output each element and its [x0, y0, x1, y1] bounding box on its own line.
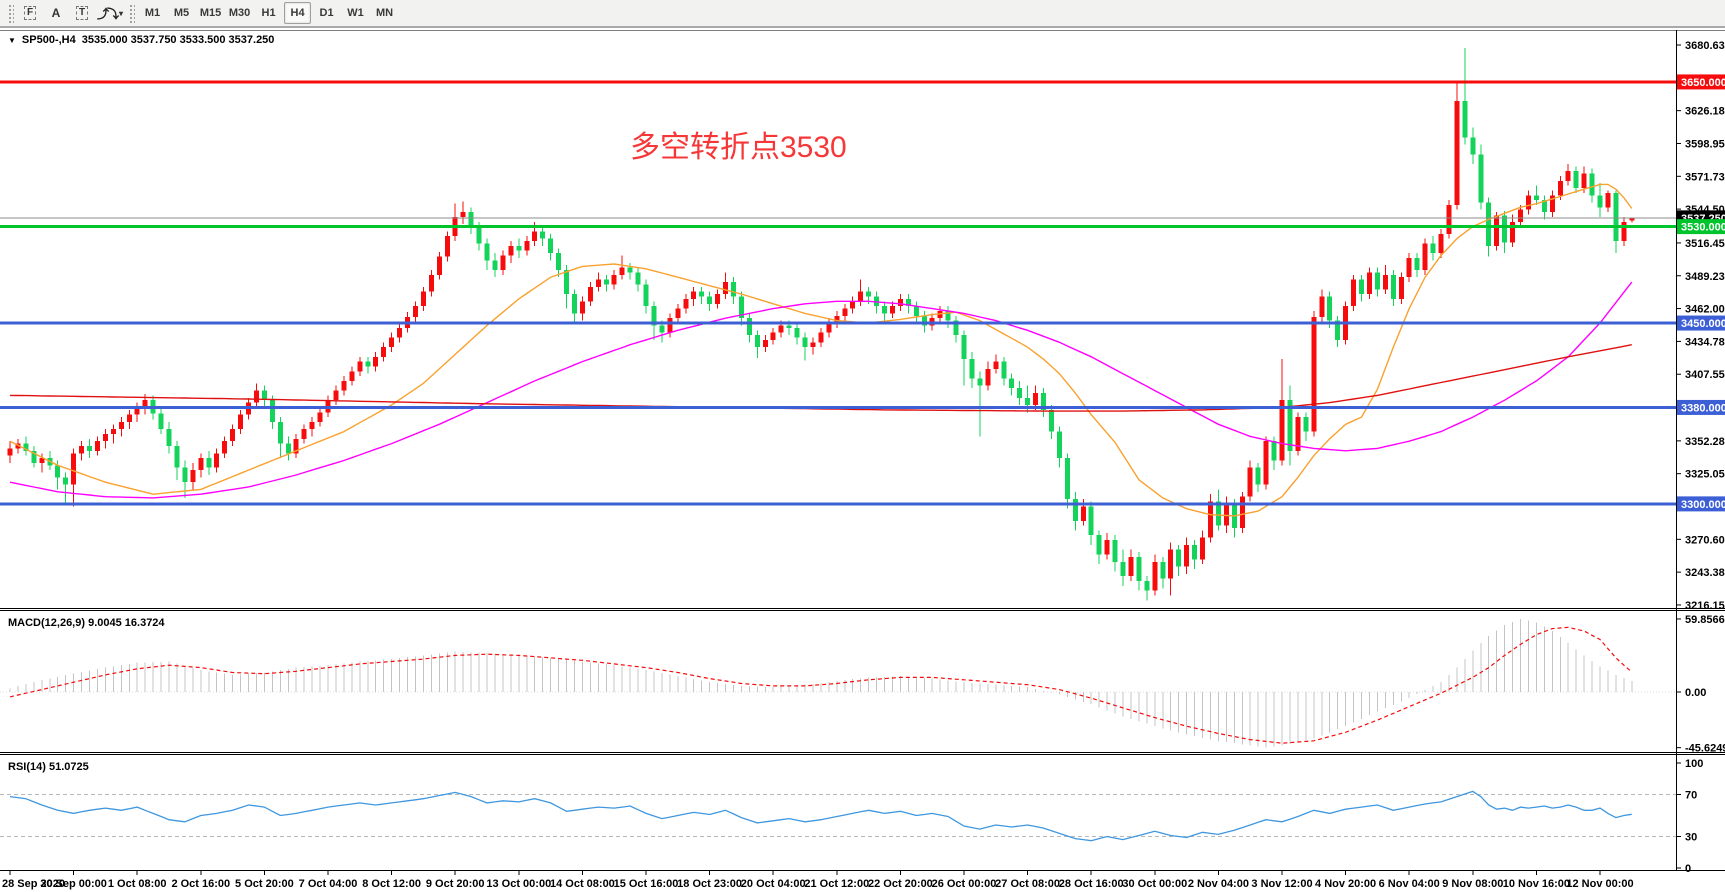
ma-line-medium-ma — [9, 281, 1633, 499]
tf-button-m1[interactable]: M1 — [144, 7, 161, 19]
symbol-ohlc: 3535.000 3537.750 3533.500 3537.250 — [81, 34, 275, 46]
main-panel — [0, 48, 1676, 601]
tf-button-w1[interactable]: W1 — [347, 7, 364, 19]
svg-text:3626.180: 3626.180 — [1685, 106, 1725, 118]
timeframe-button-group: M1 M5 M15 M30 H1 H4 D1 W1 MN — [138, 2, 399, 24]
svg-text:7 Oct 04:00: 7 Oct 04:00 — [299, 878, 358, 890]
svg-text:3434.780: 3434.780 — [1685, 336, 1725, 348]
rsi-line — [9, 790, 1632, 842]
svg-text:9 Nov 08:00: 9 Nov 08:00 — [1442, 878, 1503, 890]
svg-text:30: 30 — [1685, 832, 1697, 844]
symbol-info-line: ▼ SP500-,H4 3535.000 3537.750 3533.500 3… — [8, 34, 274, 46]
svg-text:3270.605: 3270.605 — [1685, 534, 1725, 546]
svg-text:20 Oct 04:00: 20 Oct 04:00 — [741, 878, 806, 890]
rsi-label: RSI(14) 51.0725 — [8, 761, 89, 773]
rsi-panel: RSI(14) 51.0725 — [0, 761, 1676, 842]
svg-text:3598.955: 3598.955 — [1685, 138, 1725, 150]
macd-label: MACD(12,26,9) 9.0045 16.3724 — [8, 617, 165, 629]
macd-panel: MACD(12,26,9) 9.0045 16.3724 — [0, 617, 1676, 748]
svg-text:2 Nov 04:00: 2 Nov 04:00 — [1188, 878, 1249, 890]
tf-button-h4[interactable]: H4 — [284, 2, 312, 24]
text-box-tool-button[interactable]: T — [70, 2, 94, 24]
svg-text:10 Nov 16:00: 10 Nov 16:00 — [1503, 878, 1570, 890]
tf-button-d1[interactable]: D1 — [319, 7, 334, 19]
svg-text:5 Oct 20:00: 5 Oct 20:00 — [235, 878, 294, 890]
svg-text:12 Nov 00:00: 12 Nov 00:00 — [1566, 878, 1633, 890]
svg-text:3352.280: 3352.280 — [1685, 436, 1725, 448]
svg-text:26 Oct 00:00: 26 Oct 00:00 — [932, 878, 997, 890]
svg-text:4 Nov 20:00: 4 Nov 20:00 — [1315, 878, 1376, 890]
chart-canvas[interactable]: MACD(12,26,9) 9.0045 16.3724 RSI(14) 51.0… — [0, 30, 1725, 892]
svg-text:13 Oct 00:00: 13 Oct 00:00 — [486, 878, 551, 890]
svg-text:3300.000: 3300.000 — [1681, 499, 1725, 511]
svg-text:1 Oct 08:00: 1 Oct 08:00 — [108, 878, 167, 890]
svg-text:3407.555: 3407.555 — [1685, 369, 1725, 381]
svg-text:-45.6249: -45.6249 — [1685, 743, 1725, 755]
svg-text:0: 0 — [1685, 863, 1691, 875]
svg-text:21 Oct 12:00: 21 Oct 12:00 — [804, 878, 869, 890]
text-box-icon: T — [75, 6, 89, 20]
svg-text:30 Sep 00:00: 30 Sep 00:00 — [40, 878, 107, 890]
svg-text:3325.055: 3325.055 — [1685, 469, 1725, 481]
symbol-name: SP500-,H4 — [21, 34, 76, 46]
svg-text:9 Oct 20:00: 9 Oct 20:00 — [426, 878, 485, 890]
toolbar: F A T ⤴⤵ ▾ M1 M5 M15 M30 H1 H4 D1 W1 MN — [0, 0, 1725, 28]
toolbar-grip[interactable] — [7, 3, 14, 23]
macd-signal-line — [9, 626, 1633, 744]
toolbar-grip-2[interactable] — [128, 3, 136, 23]
svg-text:22 Oct 20:00: 22 Oct 20:00 — [868, 878, 933, 890]
tf-button-m15[interactable]: M15 — [199, 7, 222, 19]
dropdown-caret-icon: ▾ — [119, 8, 124, 18]
svg-text:3516.455: 3516.455 — [1685, 238, 1725, 250]
svg-text:3489.230: 3489.230 — [1685, 271, 1725, 283]
tf-button-mn[interactable]: MN — [375, 7, 394, 19]
ma-line-slow-ma — [9, 344, 1632, 412]
svg-text:3544.505: 3544.505 — [1685, 204, 1725, 216]
svg-text:30 Oct 00:00: 30 Oct 00:00 — [1122, 878, 1187, 890]
svg-text:3450.000: 3450.000 — [1681, 318, 1725, 330]
svg-text:3530.000: 3530.000 — [1681, 222, 1725, 234]
tf-button-h1[interactable]: H1 — [261, 7, 276, 19]
svg-text:3462.005: 3462.005 — [1685, 304, 1725, 316]
arrows-icon: ⤴⤵ — [97, 6, 119, 21]
chart-text-annotation[interactable]: 多空转折点3530 — [630, 131, 847, 164]
text-label-icon: A — [51, 6, 61, 20]
svg-text:15 Oct 16:00: 15 Oct 16:00 — [614, 878, 679, 890]
svg-text:0.00: 0.00 — [1685, 687, 1706, 699]
arrows-tool-button[interactable]: ⤴⤵ ▾ — [96, 2, 124, 24]
f-grid-icon: F — [23, 6, 37, 20]
panel-borders — [0, 30, 1725, 871]
svg-text:100: 100 — [1685, 758, 1703, 770]
svg-text:14 Oct 08:00: 14 Oct 08:00 — [550, 878, 615, 890]
svg-text:2 Oct 16:00: 2 Oct 16:00 — [171, 878, 230, 890]
svg-text:3571.730: 3571.730 — [1685, 171, 1725, 183]
svg-text:70: 70 — [1685, 790, 1697, 802]
svg-text:28 Oct 16:00: 28 Oct 16:00 — [1059, 878, 1124, 890]
svg-text:6 Nov 04:00: 6 Nov 04:00 — [1379, 878, 1440, 890]
tf-button-m5[interactable]: M5 — [173, 7, 190, 19]
svg-text:3243.380: 3243.380 — [1685, 567, 1725, 579]
symbol-dropdown-icon[interactable]: ▼ — [8, 35, 16, 45]
svg-text:3 Nov 12:00: 3 Nov 12:00 — [1251, 878, 1312, 890]
svg-text:8 Oct 12:00: 8 Oct 12:00 — [362, 878, 421, 890]
chart-window: MACD(12,26,9) 9.0045 16.3724 RSI(14) 51.0… — [0, 30, 1725, 892]
ma-line-fast-ma — [9, 183, 1633, 517]
price-axis[interactable]: 3650.0003537.2503530.0003450.0003380.000… — [1676, 40, 1725, 875]
svg-text:3380.000: 3380.000 — [1681, 402, 1725, 414]
svg-text:3680.630: 3680.630 — [1685, 40, 1725, 52]
svg-text:27 Oct 08:00: 27 Oct 08:00 — [995, 878, 1060, 890]
svg-text:18 Oct 23:00: 18 Oct 23:00 — [677, 878, 742, 890]
svg-text:59.8566: 59.8566 — [1685, 614, 1725, 626]
text-label-tool-button[interactable]: A — [44, 2, 68, 24]
tf-button-m30[interactable]: M30 — [228, 7, 251, 19]
svg-text:28 Sep 2020: 28 Sep 2020 — [2, 878, 65, 890]
f-grid-tool-button[interactable]: F — [18, 2, 42, 24]
svg-text:3650.000: 3650.000 — [1681, 77, 1725, 89]
